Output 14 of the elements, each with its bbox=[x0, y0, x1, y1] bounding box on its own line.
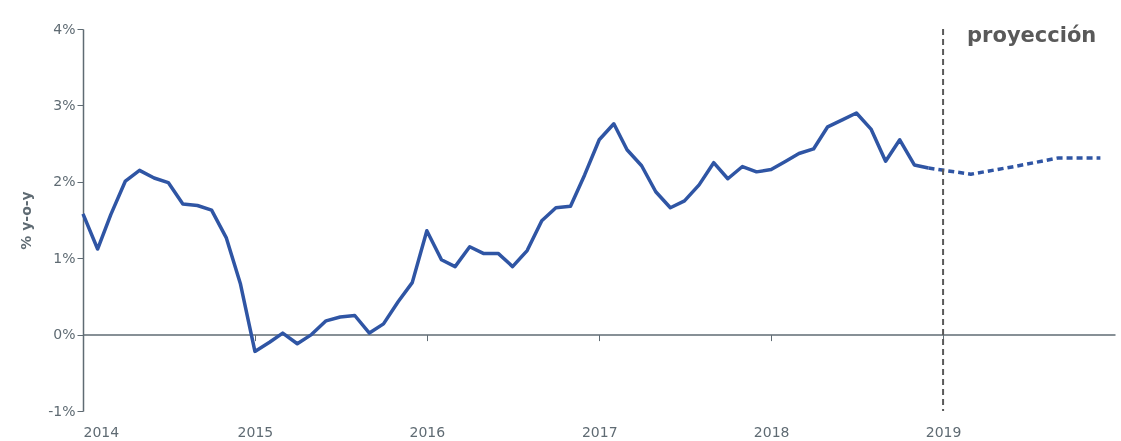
y-tick-label: 0% bbox=[53, 326, 76, 343]
y-tick-label: 3% bbox=[53, 96, 76, 113]
y-tick-label: 1% bbox=[53, 249, 76, 266]
x-tick-label: 2014 bbox=[83, 423, 120, 440]
y-tick-label: 4% bbox=[53, 20, 76, 37]
x-tick-label: 2017 bbox=[581, 423, 618, 440]
ref-line-label: proyección bbox=[967, 23, 1097, 47]
y-tick-label: 2% bbox=[53, 173, 76, 190]
x-tick-label: 2016 bbox=[409, 423, 446, 440]
x-tick-label: 2015 bbox=[237, 423, 274, 440]
y-axis-title: % y-o-y bbox=[18, 191, 35, 250]
y-tick-label: -1% bbox=[48, 402, 76, 419]
x-tick-label: 2018 bbox=[753, 423, 790, 440]
x-tick-label: 2019 bbox=[925, 423, 962, 440]
